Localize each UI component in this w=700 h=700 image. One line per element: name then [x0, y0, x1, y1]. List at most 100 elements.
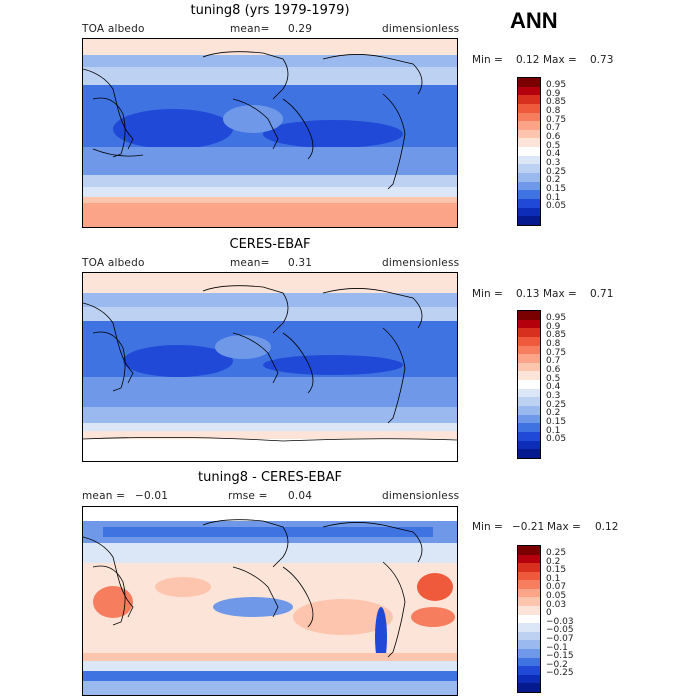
colorbar-swatch [518, 112, 540, 122]
colorbar-swatch [518, 216, 540, 225]
colorbar-swatch [518, 397, 540, 407]
colorbar-swatch [518, 683, 540, 692]
panel-1-map [82, 38, 458, 228]
colorbar-swatch [518, 449, 540, 458]
colorbar-swatch [518, 155, 540, 165]
colorbar-swatch [518, 588, 540, 598]
colorbar-tick-label: 0.25 [546, 166, 567, 177]
colorbar-swatch [518, 319, 540, 329]
colorbar-swatch [518, 648, 540, 658]
colorbar-swatch [518, 657, 540, 667]
colorbar-tick-label: 0.7 [546, 123, 561, 134]
panel-1-colorbar [517, 77, 541, 226]
colorbar-swatch [518, 440, 540, 450]
panel-2-max-value: 0.71 [590, 288, 614, 300]
colorbar-swatch [518, 546, 540, 555]
panel-3-title: tuning8 - CERES-EBAF [198, 470, 342, 485]
colorbar-tick-label: −0.05 [546, 625, 574, 636]
colorbar-swatch [518, 674, 540, 684]
panel-2-title: CERES-EBAF [229, 237, 311, 252]
panel-2-map [82, 272, 458, 462]
colorbar-tick-label: 0.75 [546, 347, 567, 358]
panel-2-min-value: 0.13 [516, 288, 540, 300]
panel-2-colorbar-labels: 0.95 0.9 0.85 0.8 0.75 0.7 0.6 0.5 0.4 0.3 0.25 0.2… [546, 310, 606, 459]
panel-3-min-value: −0.21 [512, 521, 545, 533]
colorbar-tick-label: 0.05 [546, 201, 567, 212]
colorbar-swatch [518, 121, 540, 130]
colorbar-swatch [518, 571, 540, 581]
colorbar-tick-label: 0.8 [546, 106, 561, 117]
panel-2-mean-label: mean= [230, 257, 270, 269]
colorbar-swatch [518, 164, 540, 174]
colorbar-tick-label: 0.75 [546, 114, 567, 125]
colorbar-tick-label: 0.9 [546, 88, 561, 99]
panel-3-rmse-value: 0.04 [288, 490, 313, 502]
panel-2-colorbar [517, 310, 541, 459]
panel-1-max-label: Max = [543, 54, 577, 66]
colorbar-tick-label: 0.6 [546, 132, 561, 143]
colorbar-swatch [518, 606, 540, 615]
colorbar-tick-label: 0.15 [546, 565, 567, 576]
panel-3-mean-label: mean = [82, 490, 126, 502]
colorbar-swatch [518, 181, 540, 191]
colorbar-swatch [518, 614, 540, 624]
colorbar-tick-label: −0.03 [546, 616, 574, 627]
panel-3-max-label: Max = [547, 521, 581, 533]
colorbar-tick-label: 0.8 [546, 339, 561, 350]
colorbar-swatch [518, 640, 540, 649]
panel-2-mean-value: 0.31 [288, 257, 313, 269]
colorbar-swatch [518, 666, 540, 675]
colorbar-tick-label: −0.15 [546, 651, 574, 662]
colorbar-tick-label: 0.25 [546, 548, 567, 559]
colorbar-tick-label: −0.1 [546, 642, 568, 653]
colorbar-tick-label: 0.1 [546, 425, 561, 436]
colorbar-swatch [518, 371, 540, 381]
season-label: ANN [510, 8, 558, 33]
colorbar-tick-label: −0.25 [546, 668, 574, 679]
colorbar-swatch [518, 207, 540, 217]
panel-3-units: dimensionless [382, 490, 460, 502]
colorbar-swatch [518, 198, 540, 208]
colorbar-tick-label: 0.15 [546, 416, 567, 427]
panel-1-mean-label: mean= [230, 23, 270, 35]
panel-3-map [82, 506, 458, 696]
colorbar-swatch [518, 78, 540, 87]
panel-3-min-label: Min = [472, 521, 503, 533]
colorbar-tick-label: 0.05 [546, 434, 567, 445]
colorbar-swatch [518, 423, 540, 432]
colorbar-tick-label: 0.2 [546, 556, 561, 567]
colorbar-swatch [518, 129, 540, 139]
panel-2-units: dimensionless [382, 257, 460, 269]
panel-2-variable-label: TOA albedo [82, 257, 145, 269]
colorbar-tick-label: 0 [546, 608, 552, 619]
colorbar-swatch [518, 406, 540, 415]
colorbar-swatch [518, 623, 540, 632]
colorbar-swatch [518, 328, 540, 337]
colorbar-tick-label: 0.6 [546, 365, 561, 376]
panel-1-min-value: 0.12 [516, 54, 540, 66]
panel-3-colorbar [517, 545, 541, 693]
colorbar-swatch [518, 631, 540, 641]
panel-2-min-label: Min = [472, 288, 503, 300]
colorbar-tick-label: 0.15 [546, 183, 567, 194]
colorbar-swatch [518, 311, 540, 320]
colorbar-tick-label: 0.03 [546, 599, 567, 610]
colorbar-tick-label: 0.95 [546, 313, 567, 324]
colorbar-swatch [518, 380, 540, 389]
panel-1-max-value: 0.73 [590, 54, 614, 66]
panel-2-max-label: Max = [543, 288, 577, 300]
colorbar-tick-label: 0.1 [546, 192, 561, 203]
colorbar-tick-label: 0.3 [546, 390, 561, 401]
colorbar-tick-label: −0.07 [546, 633, 574, 644]
colorbar-swatch [518, 563, 540, 572]
colorbar-swatch [518, 173, 540, 182]
colorbar-tick-label: 0.1 [546, 573, 561, 584]
colorbar-swatch [518, 362, 540, 372]
colorbar-swatch [518, 414, 540, 424]
panel-1-variable-label: TOA albedo [82, 23, 145, 35]
colorbar-swatch [518, 103, 540, 113]
panel-3-max-value: 0.12 [595, 521, 619, 533]
colorbar-tick-label: 0.05 [546, 591, 567, 602]
colorbar-tick-label: 0.9 [546, 321, 561, 332]
colorbar-swatch [518, 580, 540, 589]
